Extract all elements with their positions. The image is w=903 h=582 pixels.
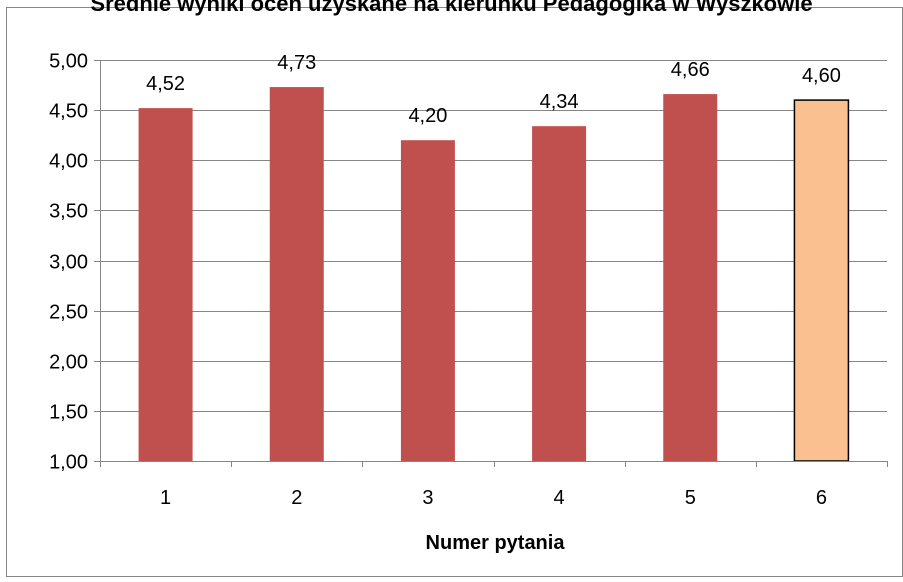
y-tick-label: 4,00 bbox=[49, 151, 88, 173]
x-tick-label-4: 4 bbox=[554, 487, 565, 509]
axes: 1,00 1,50 2,00 2,50 3,00 3,50 4,00 4,50 5,00 1 2 3 4… bbox=[49, 51, 888, 509]
bar-4 bbox=[532, 126, 587, 461]
chart-title: Średnie wyniki ocen uzyskane na kierunku… bbox=[90, 0, 813, 16]
bar-1 bbox=[138, 108, 193, 462]
y-tick-label: 3,00 bbox=[49, 252, 88, 274]
value-label-2: 4,73 bbox=[277, 52, 316, 74]
bar-6 bbox=[793, 99, 850, 462]
y-tick-label: 5,00 bbox=[49, 51, 88, 73]
bar-5 bbox=[663, 94, 718, 462]
x-tick-label-1: 1 bbox=[160, 487, 171, 509]
value-label-4: 4,34 bbox=[540, 91, 579, 113]
value-label-3: 4,20 bbox=[408, 105, 447, 127]
y-tick-label: 4,50 bbox=[49, 101, 88, 123]
x-tick-label-5: 5 bbox=[685, 487, 696, 509]
data-labels: 4,52 4,73 4,20 4,34 4,66 4,60 bbox=[146, 52, 841, 127]
value-label-6: 4,60 bbox=[802, 65, 841, 87]
y-tick-label: 3,50 bbox=[49, 201, 88, 223]
y-tick-label: 1,00 bbox=[49, 452, 88, 474]
y-tick-label: 2,50 bbox=[49, 302, 88, 324]
x-tick-label-6: 6 bbox=[816, 487, 827, 509]
y-tick-label: 1,50 bbox=[49, 402, 88, 424]
bars bbox=[138, 87, 850, 462]
value-label-5: 4,66 bbox=[671, 59, 710, 81]
x-tick-label-2: 2 bbox=[291, 487, 302, 509]
bar-2 bbox=[269, 87, 324, 461]
x-tick-label-3: 3 bbox=[422, 487, 433, 509]
x-axis-title: Numer pytania bbox=[426, 532, 566, 554]
bar-3 bbox=[400, 140, 455, 461]
value-label-1: 4,52 bbox=[146, 73, 185, 95]
gridlines bbox=[100, 60, 887, 412]
y-tick-label: 2,00 bbox=[49, 352, 88, 374]
